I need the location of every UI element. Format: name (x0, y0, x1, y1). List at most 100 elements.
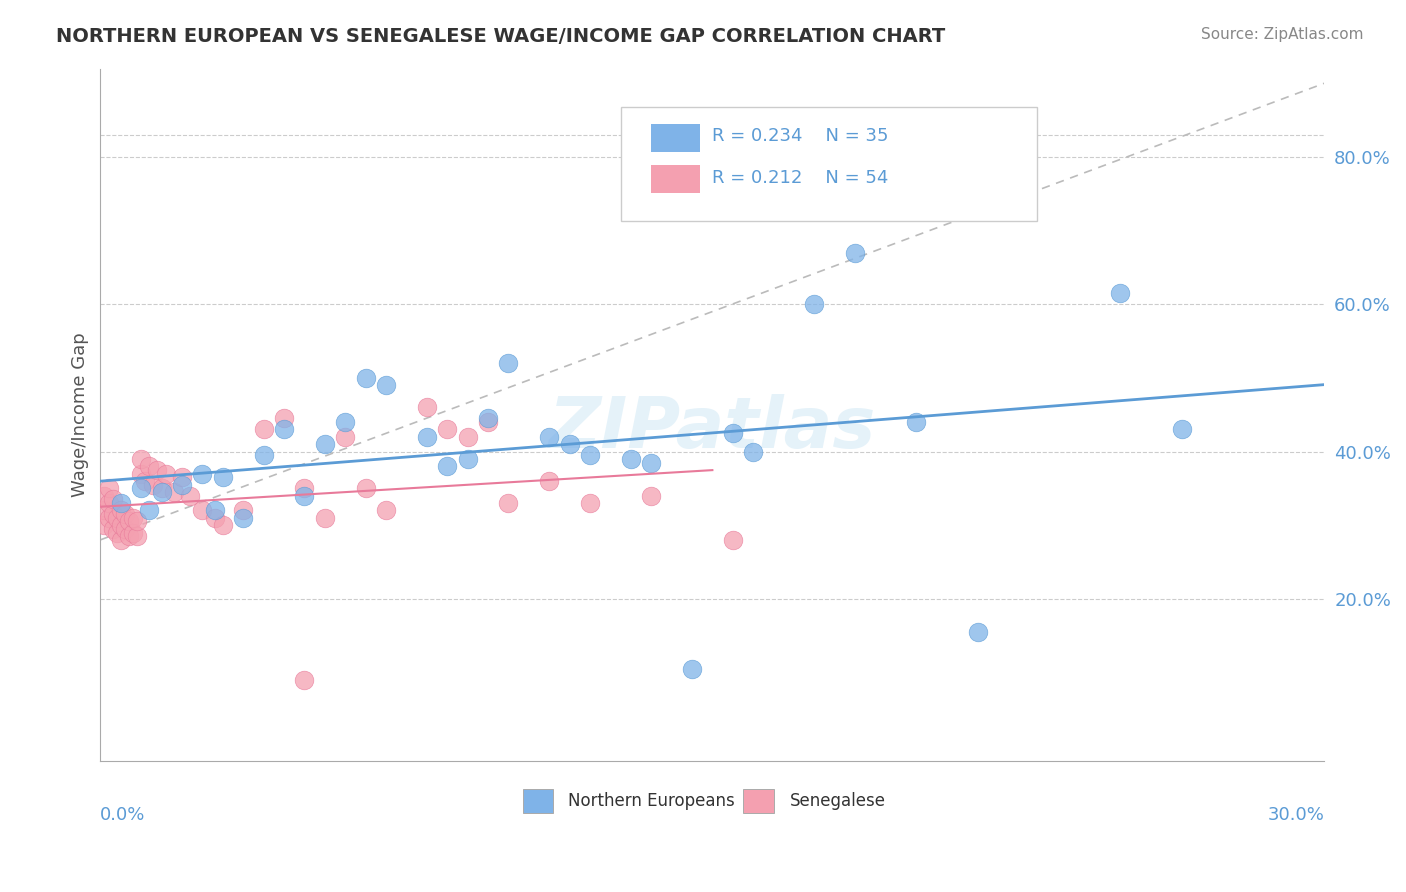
Point (333, 415, 356, 429)
Point (538, 474, 561, 488)
Point (498, 496, 520, 510)
Point (204, 503, 226, 517)
Point (375, 378, 398, 392)
Point (375, 503, 398, 517)
Point (905, 415, 928, 429)
Point (273, 411, 295, 425)
Point (844, 245, 866, 260)
Point (118, 515, 141, 529)
Point (232, 510, 254, 524)
Point (416, 430, 439, 444)
Point (134, 474, 156, 488)
Point (150, 485, 173, 500)
Point (1109, 286, 1132, 301)
Point (93, 503, 115, 517)
Point (314, 510, 336, 524)
Point (93, 489, 115, 503)
Point (273, 422, 295, 436)
Point (97, 481, 120, 495)
Point (314, 437, 336, 451)
Point (170, 477, 193, 491)
Point (122, 510, 145, 524)
Point (457, 430, 479, 444)
Point (114, 507, 136, 521)
Point (436, 422, 458, 436)
Point (105, 510, 128, 524)
Point (436, 459, 458, 474)
Point (110, 533, 132, 547)
Point (538, 430, 561, 444)
Point (477, 415, 499, 429)
Point (558, 437, 581, 451)
Point (1170, 422, 1192, 436)
Point (252, 448, 274, 462)
Point (179, 489, 201, 503)
Point (142, 477, 165, 491)
Text: R = 0.234    N = 35: R = 0.234 N = 35 (713, 128, 889, 145)
Point (292, 489, 315, 503)
Point (803, 297, 825, 311)
FancyBboxPatch shape (651, 165, 700, 194)
Point (681, 662, 703, 676)
Point (97, 496, 120, 510)
Point (252, 422, 274, 436)
Text: NORTHERN EUROPEAN VS SENEGALESE WAGE/INCOME GAP CORRELATION CHART: NORTHERN EUROPEAN VS SENEGALESE WAGE/INC… (56, 27, 945, 45)
Point (416, 401, 439, 415)
Point (742, 444, 765, 458)
Point (292, 481, 315, 495)
FancyBboxPatch shape (523, 789, 553, 813)
Point (118, 529, 141, 543)
Point (204, 510, 226, 524)
Point (579, 496, 602, 510)
Point (129, 481, 152, 495)
Point (333, 430, 356, 444)
Point (138, 459, 160, 474)
Point (138, 503, 160, 517)
Point (105, 525, 128, 540)
Point (232, 503, 254, 517)
FancyBboxPatch shape (742, 789, 773, 813)
Point (211, 518, 233, 533)
Point (150, 481, 173, 495)
Point (170, 470, 193, 484)
Point (354, 481, 377, 495)
Point (97, 510, 120, 524)
Point (125, 529, 148, 543)
Point (101, 507, 124, 521)
Point (93, 518, 115, 533)
Text: 30.0%: 30.0% (1268, 805, 1324, 824)
Y-axis label: Wage/Income Gap: Wage/Income Gap (72, 333, 89, 497)
Text: Source: ZipAtlas.com: Source: ZipAtlas.com (1201, 27, 1364, 42)
FancyBboxPatch shape (620, 107, 1036, 221)
Point (101, 492, 124, 507)
Point (640, 489, 662, 503)
Point (721, 533, 744, 547)
Point (110, 496, 132, 510)
Text: ZIPatlas: ZIPatlas (548, 394, 876, 463)
Text: Senegalese: Senegalese (790, 792, 886, 810)
Point (640, 456, 662, 470)
Text: R = 0.212    N = 54: R = 0.212 N = 54 (713, 169, 889, 187)
Point (125, 515, 148, 529)
Point (721, 426, 744, 441)
Point (498, 356, 520, 370)
Point (477, 411, 499, 425)
Point (146, 463, 169, 477)
FancyBboxPatch shape (651, 124, 700, 152)
Point (292, 673, 315, 687)
Point (155, 467, 177, 481)
Point (579, 448, 602, 462)
Point (110, 503, 132, 517)
Point (191, 503, 214, 517)
Text: 0.0%: 0.0% (100, 805, 146, 824)
Point (457, 451, 479, 466)
Point (129, 467, 152, 481)
Point (620, 451, 643, 466)
Point (114, 522, 136, 536)
Point (129, 451, 152, 466)
Point (191, 467, 214, 481)
Point (110, 518, 132, 533)
Text: Northern Europeans: Northern Europeans (568, 792, 735, 810)
Point (354, 371, 377, 385)
Point (163, 485, 186, 500)
